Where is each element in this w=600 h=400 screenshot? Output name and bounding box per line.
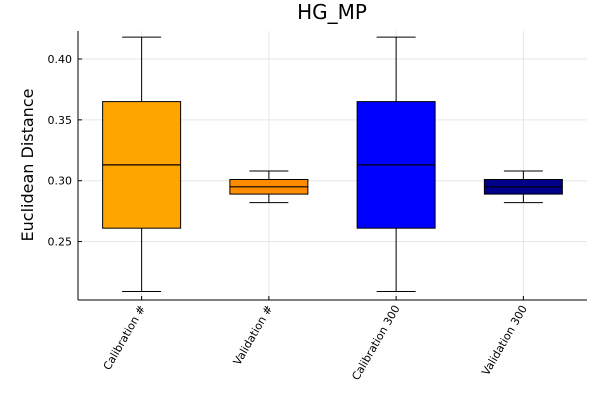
y-tick-label: 0.35 [48,114,73,127]
box-1 [102,36,182,292]
axes [77,31,587,301]
x-tick-label: Validation 300 [479,303,530,378]
y-tick-label: 0.25 [48,236,73,249]
y-axis-label: Euclidean Distance [18,89,37,242]
y-tick-label: 0.30 [48,175,73,188]
x-tick-label: Calibration 300 [349,303,402,383]
boxes [102,36,563,292]
box-3 [356,36,436,292]
x-tick-label: Validation # [231,303,276,368]
x-tick-labels: Calibration # Validation # Calibration 300… [101,303,530,383]
y-tick-labels: 0.25 0.30 0.35 0.40 [48,53,73,249]
chart-title: HG_MP [297,0,367,24]
box-2 [229,170,309,204]
y-tick-label: 0.40 [48,53,73,66]
x-tick-label: Calibration # [101,303,149,372]
box-4 [483,170,563,204]
